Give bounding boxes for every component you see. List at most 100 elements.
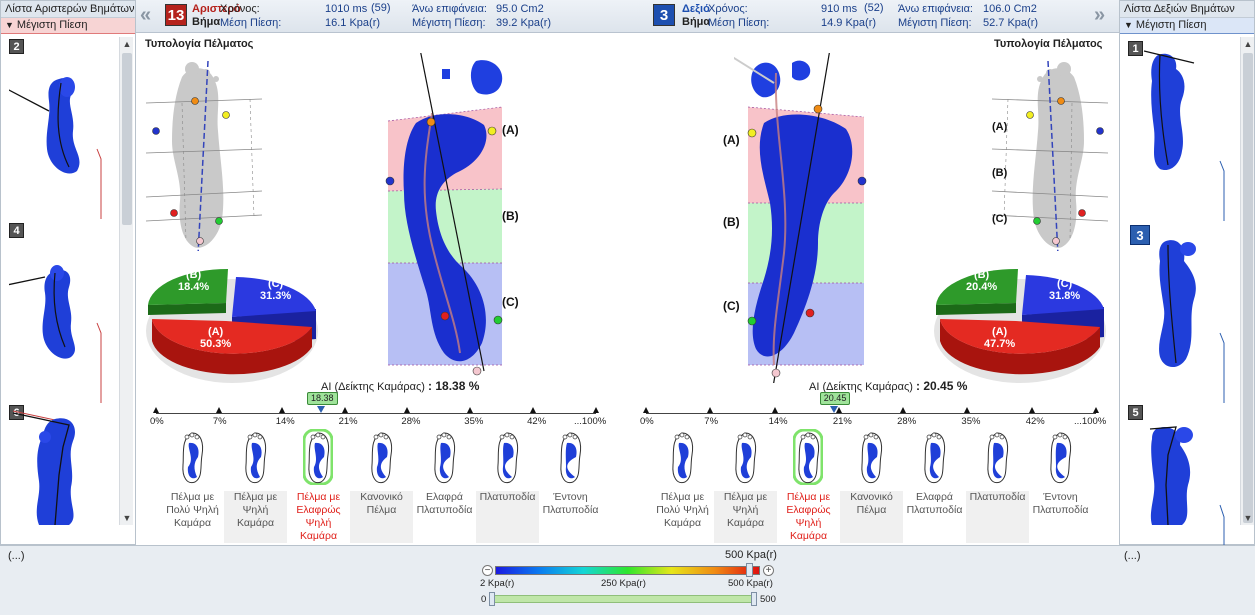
foot-type-icon (555, 429, 585, 485)
scroll-down-icon[interactable]: ▼ (1243, 513, 1253, 523)
pressure-range-slider[interactable] (492, 595, 757, 603)
left-more-button[interactable]: (...) (8, 550, 25, 562)
left-step-number: 2 (9, 39, 24, 54)
right-foot-type-categories: Πέλμα με Πολύ Ψηλή Καμάρα Πέλμα με Ψηλή Κ… (651, 428, 1101, 545)
right-steps-list-title: Λίστα Δεξιών Βημάτων (1120, 1, 1254, 18)
right-area-value: 106.0 Cm2 (983, 3, 1037, 15)
scale-tick-label: 14% (275, 416, 295, 427)
right-max-pressure-value: 52.7 Kpa(r) (983, 17, 1039, 29)
left-step-footprint (9, 77, 102, 219)
previous-step-icon[interactable]: « (140, 4, 152, 26)
right-pie-b-label: (B) 20.4% (966, 269, 997, 293)
foot-type-label: Έντονη Πλατυποδία (1032, 491, 1089, 516)
left-pie-c-value: 31.3% (260, 290, 292, 302)
scale-tick-label: 0% (640, 416, 654, 427)
scale-tick-mark (404, 407, 411, 413)
left-steps-scrollbar[interactable]: ▲ ▼ (119, 37, 133, 525)
right-step-thumb[interactable]: 5 (1128, 405, 1228, 585)
color-scale-handle[interactable] (746, 563, 753, 577)
scale-axis-line (156, 413, 596, 414)
foot-type-label: Κανονικό Πέλμα (840, 491, 903, 543)
foot-type-label: Ελαφρά Πλατυποδία (906, 491, 963, 516)
left-pie-a-label: (A) 50.3% (200, 326, 231, 350)
right-pie-c-name: (C) (1056, 278, 1073, 290)
left-step-footprint (12, 410, 75, 526)
scale-tick-mark (707, 407, 714, 413)
left-pie-c-name: (C) (267, 278, 284, 290)
range-min-handle[interactable] (489, 592, 495, 606)
right-step-thumb-selected[interactable]: 3 (1128, 223, 1228, 403)
scale-tick-mark (964, 407, 971, 413)
scrollbar-thumb[interactable] (122, 53, 132, 225)
left-pie-b-name: (B) (185, 269, 202, 281)
left-step-thumb[interactable]: 4 (9, 223, 109, 403)
scale-tick-label: 7% (704, 416, 719, 427)
right-step-thumb[interactable]: 1 (1128, 41, 1228, 221)
scroll-up-icon[interactable]: ▲ (1243, 39, 1253, 49)
left-pie-a-value: 50.3% (200, 338, 232, 350)
right-zone-a-label: (A) (723, 133, 740, 147)
max-pressure-scale-label: 500 Kpa(r) (725, 549, 777, 561)
left-step-name: Αριστερό Βήμα (192, 3, 241, 29)
left-mean-pressure-label: Μέση Πίεση: (220, 17, 282, 29)
bottom-pressure-scale-bar: (...) (...) 500 Kpa(r) − + 2 Kpa(r) 250 … (0, 545, 1255, 615)
scale-tick-label: 35% (961, 416, 981, 427)
right-arch-index-value: : 20.45 % (916, 379, 968, 393)
scale-tick-mark (153, 407, 159, 413)
left-step-thumb[interactable]: 6 (9, 405, 109, 585)
scale-tick-mark (341, 407, 348, 413)
right-steps-scrollbar[interactable]: ▲ ▼ (1240, 37, 1254, 525)
left-arch-index-label: AI (Δείκτης Καμάρας) (321, 381, 425, 393)
left-zone-pie-chart (146, 268, 318, 383)
right-more-button[interactable]: (...) (1124, 550, 1141, 562)
right-pie-a-name: (A) (991, 326, 1008, 338)
next-step-icon[interactable]: » (1094, 4, 1106, 26)
range-max-handle[interactable] (751, 592, 757, 606)
scrollbar-thumb[interactable] (1243, 53, 1253, 523)
right-steps-pressure-label: Μέγιστη Πίεση (1135, 19, 1207, 31)
right-typology-zone-c-label: (C) (992, 213, 1008, 225)
right-step-header: 3 Δεξιό Βήμα Χρόνος: 910 ms (52) Μέση Πί… (626, 0, 1119, 33)
left-steps-pressure-label: Μέγιστη Πίεση (16, 19, 88, 31)
foot-type-label: Πέλμα με Ψηλή Καμάρα (224, 491, 287, 543)
left-step-number-badge: 13 (165, 4, 187, 26)
left-area-label: Άνω επιφάνεια: (412, 3, 487, 15)
foot-type-icon (856, 429, 886, 485)
left-steps-pressure-dropdown[interactable]: ▼ Μέγιστη Πίεση (1, 18, 135, 34)
dropdown-triangle-icon: ▼ (5, 20, 14, 30)
foot-analysis-panel: Τυπολογία Πέλματος (B) 18.4% (C) 31.3% (… (136, 33, 1119, 545)
right-steps-list: Λίστα Δεξιών Βημάτων ▼ Μέγιστη Πίεση 1 3 … (1119, 0, 1255, 585)
foot-type-label: Πέλμα με Ψηλή Καμάρα (714, 491, 777, 543)
foot-type-icon (792, 428, 824, 486)
scroll-down-icon[interactable]: ▼ (122, 513, 132, 523)
left-pressure-map (385, 53, 503, 376)
right-pie-b-name: (B) (973, 269, 990, 281)
foot-type-label: Ελαφρά Πλατυποδία (416, 491, 473, 516)
scale-tick-label: 21% (832, 416, 852, 427)
right-time-count: (52) (864, 2, 884, 14)
scale-tick-label: 14% (768, 416, 788, 427)
left-time-label: Χρόνος: (220, 3, 260, 15)
scale-tick-mark (835, 407, 842, 413)
left-step-thumb[interactable]: 2 (9, 39, 109, 219)
left-typology-diagram (145, 60, 263, 251)
color-scale-min-label: 2 Kpa(r) (480, 578, 515, 589)
left-max-pressure-value: 39.2 Kpa(r) (496, 17, 552, 29)
dropdown-triangle-icon: ▼ (1124, 20, 1133, 30)
arch-index-marker-arrow (317, 406, 326, 413)
right-pie-a-label: (A) 47.7% (984, 326, 1015, 350)
scale-tick-mark (771, 407, 778, 413)
right-zone-pie-chart (934, 268, 1106, 383)
foot-type-icon (240, 429, 270, 485)
right-step-footprint (1159, 240, 1225, 403)
left-pie-c-label: (C) 31.3% (260, 278, 291, 302)
right-steps-pressure-dropdown[interactable]: ▼ Μέγιστη Πίεση (1120, 18, 1254, 34)
left-typology-title: Τυπολογία Πέλματος (145, 38, 254, 50)
scroll-up-icon[interactable]: ▲ (122, 39, 132, 49)
scale-tick-label: 7% (212, 416, 227, 427)
zoom-in-icon[interactable]: + (763, 565, 774, 576)
zoom-out-icon[interactable]: − (482, 565, 493, 576)
right-mean-pressure-value: 14.9 Kpa(r) (821, 17, 877, 29)
scale-tick-mark (1093, 407, 1099, 413)
left-step-number: 6 (9, 405, 24, 420)
